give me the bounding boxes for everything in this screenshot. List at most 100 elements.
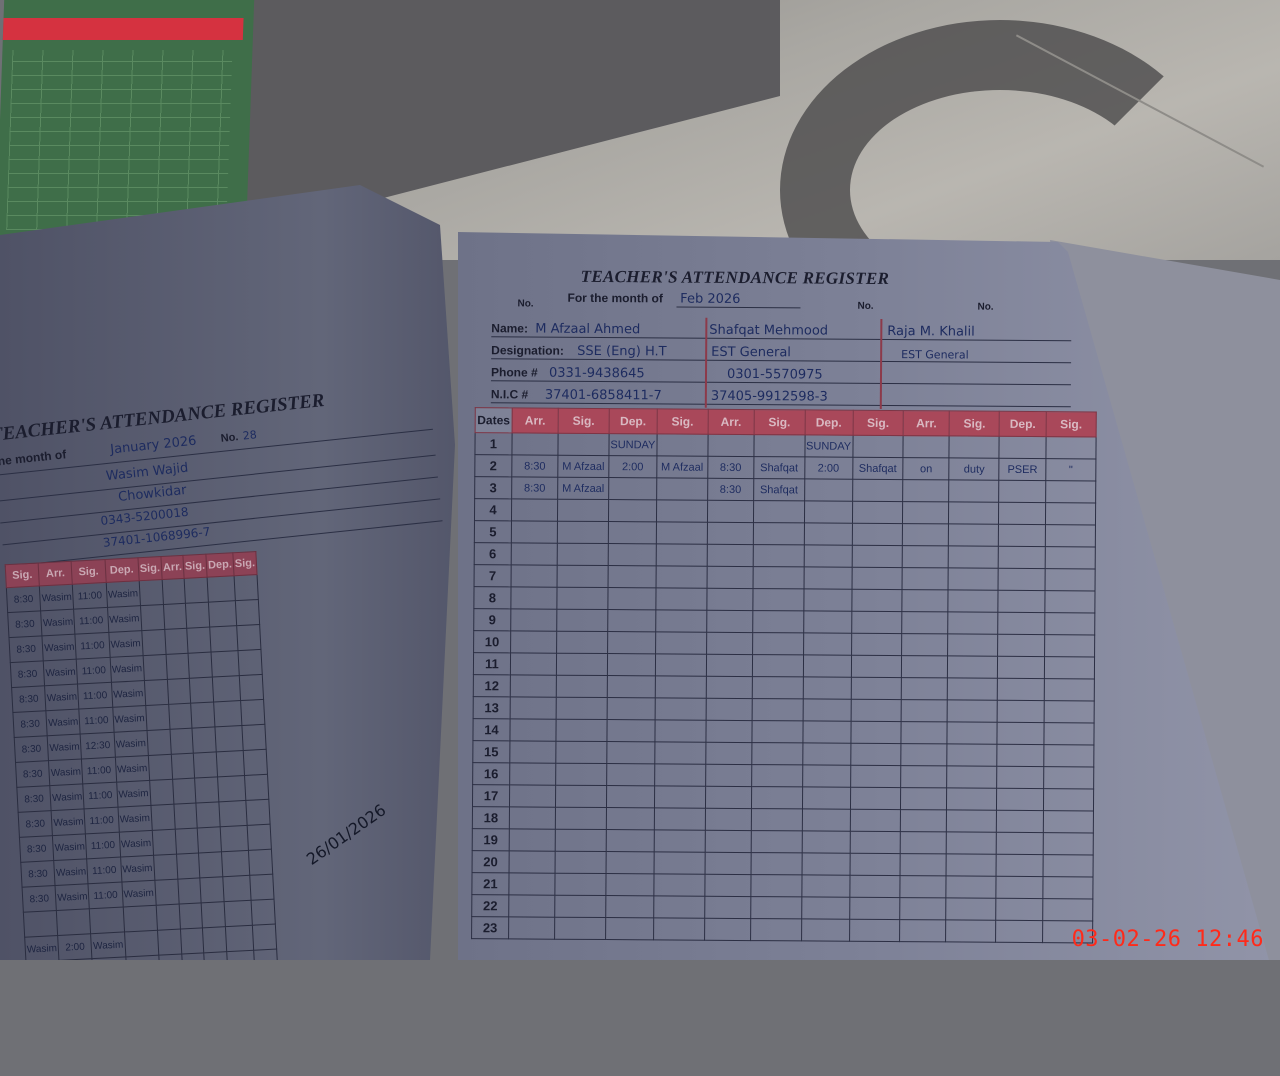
attendance-cell [947,655,998,679]
left-attendance-cell: 11:00 [79,707,114,734]
attendance-cell [508,850,556,874]
attendance-cell [752,588,804,611]
attendance-cell [508,894,555,918]
attendance-cell [510,674,557,698]
attendance-cell [852,435,904,458]
attendance-cell [750,874,802,897]
left-attendance-cell: 11:00 [87,857,122,884]
attendance-cell [901,633,949,656]
date-cell: 15 [472,740,510,763]
attendance-cell [902,545,949,568]
left-attendance-cell [169,728,194,755]
attendance-cell [948,479,1000,503]
attendance-cell [554,895,606,918]
attendance-cell [606,719,656,742]
left-attendance-cell: Wasim [48,758,84,786]
left-attendance-cell [161,1004,185,1030]
left-attendance-cell [154,879,180,906]
attendance-cell [802,764,851,788]
attendance-cell [606,763,655,786]
attendance-cell [554,917,606,940]
left-attendance-cell [211,650,240,678]
attendance-cell [654,785,706,809]
attendance-cell [655,587,707,611]
left-attendance-cell [179,902,203,930]
left-attendance-cell: Wasim [43,659,78,686]
left-attendance-cell [194,776,219,804]
attendance-cell [849,919,900,942]
left-attendance-cell: Wasim [111,680,146,708]
column-header-sig: Sig. [753,409,805,435]
attendance-cell [850,721,902,744]
attendance-cell [606,697,656,720]
left-attendance-cell [228,975,256,1001]
attendance-cell: 8:30 [511,454,559,478]
attendance-cell [948,567,999,591]
month-label: For the month of [567,290,663,306]
left-attendance-cell: Wasim [117,805,153,833]
attendance-cell [1043,810,1094,833]
attendance-cell [996,898,1043,921]
left-attendance-cell: 11:00 [84,807,119,834]
attendance-cell [996,810,1044,833]
attendance-cell [656,521,708,545]
attendance-cell [706,566,754,589]
left-attendance-cell [163,603,187,630]
attendance-cell [705,720,753,743]
left-attendance-cell: Wasim [26,960,60,987]
attendance-cell [946,875,997,899]
column-header-dep: Dep. [608,408,658,434]
attendance-cell [946,853,997,877]
teacher-1-nic: 37401-6858411-7 [544,387,662,404]
left-attendance-cell [129,1030,163,1057]
attendance-cell [998,524,1046,547]
left-attendance-cell: 8:30 [6,585,41,613]
attendance-cell [901,677,948,700]
designation-label: Designation: [491,343,564,358]
attendance-cell [997,722,1044,745]
attendance-cell [1045,502,1096,525]
attendance-cell [654,741,706,765]
attendance-cell [803,566,852,590]
attendance-cell [656,543,708,567]
booklet-red-stripe [2,18,244,40]
attendance-cell [802,654,852,678]
attendance-cell [655,565,707,589]
left-attendance-cell [217,775,246,802]
attendance-cell [653,917,705,941]
attendance-cell [849,853,901,876]
left-attendance-cell: Wasim [113,730,149,758]
attendance-cell: 8:30 [707,478,754,501]
attendance-cell [1043,722,1095,745]
attendance-cell [750,918,802,941]
attendance-cell [705,676,753,699]
left-attendance-cell [167,678,191,705]
attendance-cell [751,830,802,853]
attendance-cell [654,763,706,787]
attendance-cell [946,831,997,855]
attendance-cell [606,785,655,808]
attendance-cell: Shafqat [852,457,904,480]
attendance-cell [509,740,557,764]
left-attendance-cell [213,700,242,727]
attendance-cell [903,435,950,458]
left-attendance-cell [253,949,279,960]
left-attendance-cell: Wasim [24,935,60,960]
left-attendance-cell [247,824,272,851]
attendance-cell [606,829,655,852]
attendance-cell [851,589,903,612]
left-attendance-cell [158,954,184,960]
left-attendance-cell: Wasim [49,783,85,811]
teacher-3-designation: EST General [901,348,969,362]
date-cell: 7 [474,564,512,587]
left-attendance-cell: Wasim [112,705,147,733]
column-header-sig: Sig. [558,408,610,434]
attendance-cell [900,875,947,898]
attendance-cell [850,765,902,788]
attendance-cell [801,808,851,832]
left-attendance-cell: 8:30 [12,710,48,738]
attendance-cell [605,873,654,896]
left-attendance-cell [198,851,223,878]
attendance-cell [948,501,1000,525]
left-attendance-cell [124,930,159,957]
